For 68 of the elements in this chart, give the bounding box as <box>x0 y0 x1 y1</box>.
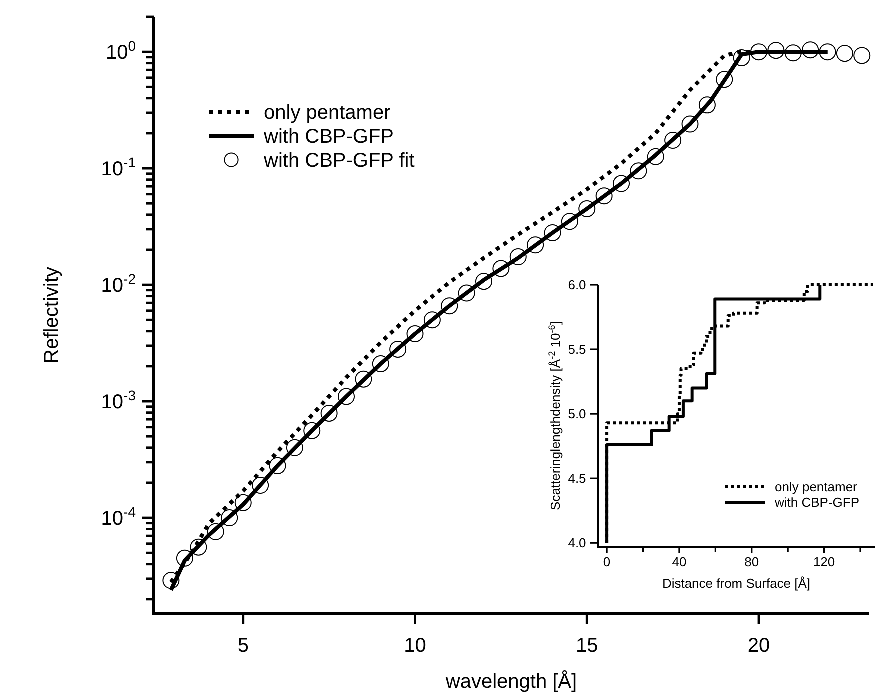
point <box>424 312 441 329</box>
x-tick-label: 80 <box>744 554 760 570</box>
point <box>682 116 699 133</box>
point <box>596 188 613 205</box>
legend-label: only pentamer <box>775 480 858 495</box>
y-tick-label: 5.5 <box>568 342 586 358</box>
y-tick-label: 4.0 <box>568 536 586 551</box>
point <box>836 45 854 62</box>
point <box>286 439 304 456</box>
y-tick-label: 5.0 <box>568 406 586 422</box>
point <box>784 44 802 62</box>
point <box>561 213 578 230</box>
point <box>162 572 180 590</box>
point <box>338 388 355 406</box>
point <box>190 538 208 556</box>
x-tick-label: 0 <box>603 554 611 570</box>
y-tick-label: 10$^{-1}$ <box>101 154 136 181</box>
legend-label: with CBP-GFP fit <box>263 150 416 172</box>
y-tick-label: 10$^{-2}$ <box>101 271 136 298</box>
point <box>854 47 871 64</box>
x-axis-title: Distance from Surface [Å] <box>662 576 811 591</box>
point <box>613 175 630 192</box>
x-tick-label: 15 <box>576 635 598 657</box>
point <box>390 340 407 358</box>
point <box>802 42 820 59</box>
x-tick-label: 120 <box>813 554 836 570</box>
y-tick-label: 10$^{0}$ <box>106 38 136 64</box>
y-tick-label: 10$^{-4}$ <box>101 504 136 530</box>
legend-label: with CBP-GFP <box>263 126 394 148</box>
legend-label: only pentamer <box>264 102 392 124</box>
point <box>527 236 544 254</box>
x-tick-label: 5 <box>238 635 249 657</box>
point <box>458 284 476 302</box>
point <box>510 248 527 266</box>
y-tick-label: 10$^{-3}$ <box>101 388 136 414</box>
legend-label: with CBP-GFP <box>774 495 860 510</box>
point <box>716 71 734 88</box>
point <box>647 148 664 166</box>
x-tick-label: 40 <box>672 554 687 570</box>
point <box>476 273 492 290</box>
point <box>492 260 510 278</box>
point <box>304 422 321 440</box>
point <box>664 132 682 150</box>
point <box>406 325 424 342</box>
point <box>234 494 252 512</box>
x-axis-title: wavelength [Å] <box>444 670 578 693</box>
point <box>207 523 224 540</box>
point <box>441 298 458 315</box>
point <box>768 42 785 60</box>
point <box>355 370 372 388</box>
y-tick-label: 4.5 <box>568 471 586 486</box>
point <box>733 49 750 66</box>
y-tick-label: 6.0 <box>568 278 586 293</box>
y-axis-title: Reflectivity <box>41 267 63 364</box>
point <box>750 44 768 61</box>
x-tick-label: 10 <box>404 635 426 657</box>
point <box>544 224 562 242</box>
point <box>176 550 194 567</box>
point <box>252 477 270 494</box>
point <box>578 200 596 218</box>
point <box>630 162 648 180</box>
point <box>372 356 390 372</box>
point <box>320 404 338 422</box>
point <box>819 44 836 61</box>
point <box>698 96 716 114</box>
point <box>269 457 286 474</box>
x-tick-label: 20 <box>748 635 770 657</box>
point <box>221 510 238 527</box>
